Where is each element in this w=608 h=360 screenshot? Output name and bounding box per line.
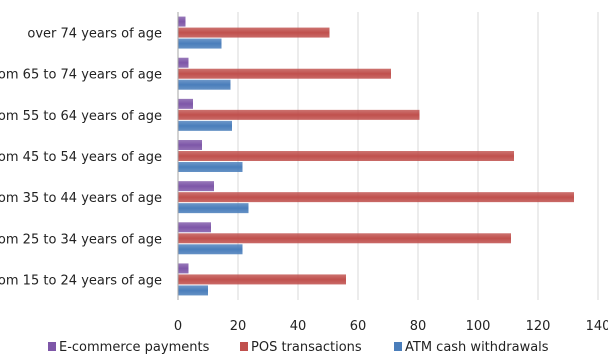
bar	[178, 151, 514, 161]
bar	[178, 274, 346, 285]
category-label: from 55 to 64 years of age	[0, 109, 162, 124]
bar	[178, 263, 189, 274]
x-tick-label: 80	[410, 319, 427, 334]
x-tick-label: 20	[230, 319, 247, 334]
bar	[178, 203, 249, 214]
bar	[178, 140, 202, 150]
bar	[178, 120, 232, 131]
bar	[178, 68, 391, 79]
category-labels: over 74 years of age from 65 to 74 years …	[0, 27, 162, 289]
bar	[178, 27, 330, 38]
bar	[178, 192, 574, 203]
bar	[178, 38, 222, 49]
bar	[178, 285, 208, 296]
x-tick-label: 0	[174, 319, 182, 334]
legend-label: E-commerce payments	[59, 340, 210, 355]
x-tick-labels: 0 20 40 60 80 100 120 140	[174, 319, 608, 334]
category-label: from 45 to 54 years of age	[0, 150, 162, 165]
bar	[178, 57, 189, 68]
x-tick-label: 40	[290, 319, 307, 334]
x-tick-label: 100	[466, 319, 491, 334]
category-label: from 65 to 74 years of age	[0, 68, 162, 83]
legend-label: POS transactions	[251, 340, 362, 355]
bar	[178, 16, 186, 27]
legend-swatch	[48, 342, 56, 351]
category-label: from 35 to 44 years of age	[0, 191, 162, 206]
legend: E-commerce payments POS transactions ATM c…	[48, 340, 549, 355]
category-label: from 15 to 24 years of age	[0, 273, 162, 288]
category-label: over 74 years of age	[27, 27, 162, 42]
legend-swatch	[394, 342, 402, 351]
category-label: from 25 to 34 years of age	[0, 232, 162, 247]
bar	[178, 233, 511, 244]
x-tick-label: 60	[350, 319, 367, 334]
bar	[178, 98, 193, 109]
legend-swatch	[240, 342, 248, 351]
bars	[178, 16, 574, 296]
bar	[178, 79, 231, 90]
x-tick-label: 140	[586, 319, 608, 334]
bar	[178, 162, 243, 172]
bar	[178, 109, 420, 120]
legend-label: ATM cash withdrawals	[405, 340, 549, 355]
bar	[178, 244, 243, 255]
bar	[178, 181, 214, 192]
x-tick-label: 120	[526, 319, 551, 334]
bar	[178, 222, 211, 233]
